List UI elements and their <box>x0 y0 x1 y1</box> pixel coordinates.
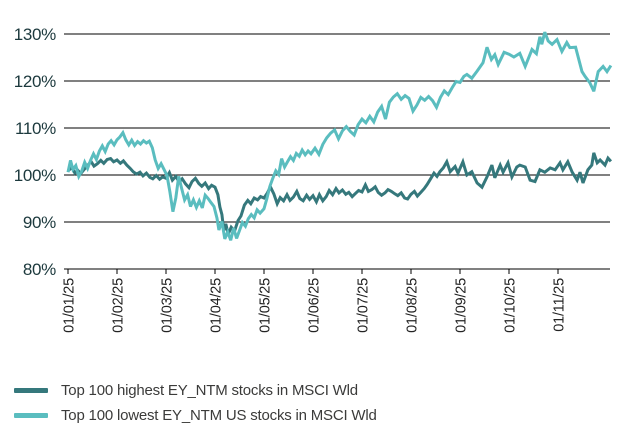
legend-swatch-dark-teal <box>14 388 48 393</box>
series-line-1 <box>66 31 613 241</box>
x-tick-label: 01/10/25 <box>503 278 519 333</box>
x-tick-label: 01/03/25 <box>160 278 176 333</box>
legend-label: Top 100 highest EY_NTM stocks in MSCI Wl… <box>61 382 358 399</box>
x-tick-label: 01/01/25 <box>62 278 78 333</box>
chart-canvas: 130% 120% 110% 100% 90% 80% 01/01/25 01/02/25 01… <box>14 25 613 333</box>
series-line-0 <box>67 152 613 235</box>
x-tick-label: 01/04/25 <box>209 278 225 333</box>
legend-label: Top 100 lowest EY_NTM US stocks in MSCI … <box>61 407 377 424</box>
x-tick-label: 01/11/25 <box>552 278 568 332</box>
x-tick-label: 01/08/25 <box>405 278 421 333</box>
x-tick-label: 01/07/25 <box>356 278 372 333</box>
y-tick-label: 130% <box>14 25 56 44</box>
x-tick-label: 01/05/25 <box>258 278 274 333</box>
y-tick-label: 120% <box>14 72 56 91</box>
legend-item-highest-ey-ntm: Top 100 highest EY_NTM stocks in MSCI Wl… <box>14 378 624 403</box>
legend-item-lowest-ey-ntm: Top 100 lowest EY_NTM US stocks in MSCI … <box>14 403 624 428</box>
x-tick-label: 01/09/25 <box>454 278 470 333</box>
x-tick-label: 01/06/25 <box>307 278 323 333</box>
performance-line-chart: 130% 120% 110% 100% 90% 80% 01/01/25 01/02/25 01… <box>14 25 613 333</box>
y-tick-label: 80% <box>23 260 56 279</box>
y-tick-label: 100% <box>14 166 56 185</box>
y-tick-label: 90% <box>23 213 56 232</box>
legend-swatch-light-teal <box>14 413 48 418</box>
chart-legend: Top 100 highest EY_NTM stocks in MSCI Wl… <box>14 378 624 428</box>
y-tick-label: 110% <box>15 119 56 138</box>
x-tick-label: 01/02/25 <box>111 278 127 333</box>
